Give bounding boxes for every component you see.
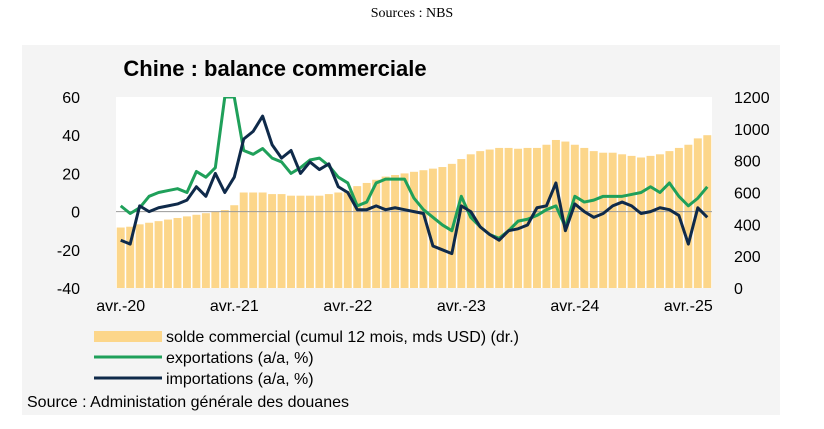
solde-bar [116,227,125,288]
solde-bar [466,154,475,288]
solde-bar [542,144,551,288]
solde-bar [400,173,409,288]
exports-line [119,97,709,240]
left-axis-tick-label: -40 [57,281,80,298]
solde-bar [192,214,201,288]
solde-bar [154,221,163,288]
solde-bar [334,192,343,288]
solde-bar [533,147,541,288]
right-axis-tick-label: 1200 [734,90,770,107]
solde-bar [410,171,418,288]
solde-bar [381,176,390,288]
right-axis-tick-label: 200 [734,249,761,266]
solde-bar [627,155,636,288]
solde-bar [201,213,210,288]
solde-bar [476,151,485,288]
solde-bar [372,179,381,288]
solde-bar [391,174,400,288]
solde-bar [646,155,655,288]
solde-bar [580,147,589,288]
solde-bar [182,216,191,289]
left-axis-tick-label: 20 [62,166,80,183]
solde-bar [305,195,314,288]
solde-bar [362,182,371,288]
solde-bar [135,224,144,288]
solde-bar [655,154,664,288]
x-axis-tick-label: avr.-25 [664,298,713,315]
legend-label-solde: solde commercial (cumul 12 mois, mds USD… [166,329,519,346]
trade-balance-chart: Chine : balance commerciale -40 -20 0 20 40 6… [27,56,770,411]
solde-bar [551,139,560,288]
solde-bar [428,168,437,289]
left-axis-tick-label: 60 [62,90,80,107]
solde-bar [504,147,513,288]
left-axis-tick-label: -20 [57,243,80,260]
solde-bar [457,159,466,288]
solde-bar [268,194,277,288]
chart-title: Chine : balance commerciale [123,56,426,81]
solde-bar [599,152,608,288]
chart-source: Source : Administation générale des doua… [27,394,349,411]
solde-bar [495,147,504,288]
solde-bar [324,194,333,288]
right-axis-tick-label: 600 [734,186,761,203]
left-axis-tick-label: 0 [71,205,80,222]
imports-line [120,114,709,256]
solde-bar [164,219,173,288]
solde-bar [589,151,598,288]
right-axis-tick-label: 800 [734,154,761,171]
solde-bar [220,210,229,288]
x-axis-tick-label: avr.-24 [550,298,599,315]
solde-bar [211,211,220,288]
right-axis-tick-label: 0 [734,281,743,298]
solde-bar [296,195,305,288]
legend-label-imports: importations (a/a, %) [166,371,314,388]
left-axis-ticks: -40 -20 0 20 40 60 [57,90,80,298]
solde-bar [684,144,693,288]
solde-bar [637,157,646,288]
solde-bar [239,192,248,288]
solde-bar [438,167,447,288]
x-axis-tick-label: avr.-20 [96,298,145,315]
right-axis-tick-label: 400 [734,217,761,234]
solde-bar [353,186,362,288]
solde-bar [315,195,324,288]
solde-bar [145,222,154,288]
solde-bar [561,141,570,288]
solde-bar [618,154,627,288]
solde-bar [249,192,258,288]
solde-bar [570,144,579,288]
solde-bar [287,195,295,288]
solde-bar [665,151,674,288]
solde-bar [343,190,352,288]
solde-bar [277,194,286,288]
solde-bar [485,149,494,288]
x-axis-ticks: avr.-20 avr.-21 avr.-22 avr.-23 avr.-24 avr.-… [96,298,713,315]
solde-bar [514,148,523,288]
legend-swatch-solde [94,331,162,342]
x-axis-tick-label: avr.-23 [437,298,486,315]
solde-bar [258,192,267,288]
right-axis-tick-label: 1000 [734,122,770,139]
solde-bar [419,170,428,288]
solde-bar [126,226,135,288]
solde-bar [608,152,617,288]
right-axis-ticks: 0 200 400 600 800 1000 1200 [734,90,770,298]
solde-bar [230,205,239,288]
x-axis-tick-label: avr.-22 [323,298,372,315]
series-lines [119,97,709,256]
solde-bar [173,217,182,288]
x-axis-tick-label: avr.-21 [210,298,259,315]
sources-caption: Sources : NBS [370,6,454,21]
left-axis-tick-label: 40 [62,128,80,145]
chart-panel: Chine : balance commerciale -40 -20 0 20 40 6… [22,45,780,415]
legend-label-exports: exportations (a/a, %) [166,350,314,367]
